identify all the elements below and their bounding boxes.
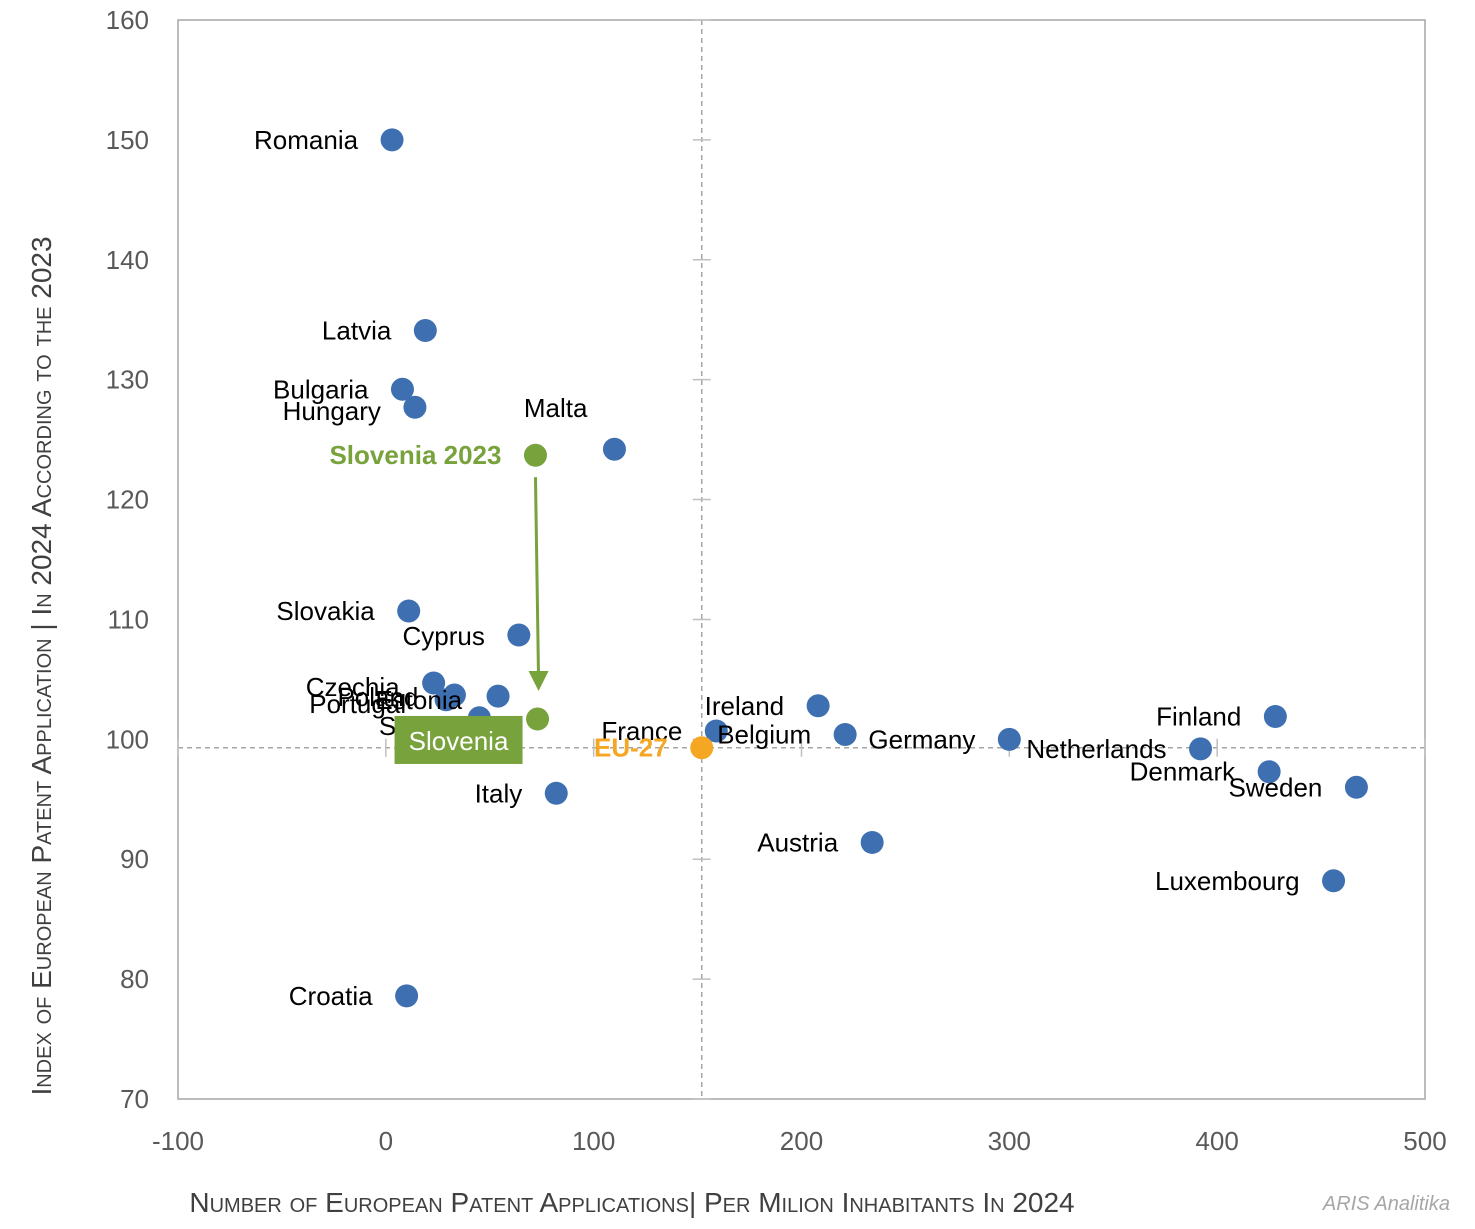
label-slovakia: Slovakia: [276, 596, 375, 626]
point-croatia: [395, 984, 419, 1008]
label-malta: Malta: [524, 393, 588, 423]
point-bulgaria: [390, 377, 414, 401]
label-romania: Romania: [254, 125, 359, 155]
y-axis-title: Index of European Patent Application | I…: [26, 236, 57, 1095]
y-tick-label: 110: [108, 604, 149, 634]
label-luxembourg: Luxembourg: [1155, 866, 1300, 896]
label-italy: Italy: [475, 778, 523, 808]
label-estonia: Estonia: [375, 685, 462, 715]
label-cyprus: Cyprus: [402, 621, 484, 651]
x-tick-label: 200: [780, 1126, 823, 1156]
point-hungary: [403, 395, 427, 419]
label-portugal: Portugal: [309, 689, 406, 719]
point-eu-27: [690, 736, 714, 760]
change-arrow: [528, 477, 549, 691]
point-luxembourg: [1322, 869, 1346, 893]
point-belgium: [833, 723, 857, 747]
point-slovenia-2023: [523, 443, 547, 467]
label-bulgaria: Bulgaria: [273, 374, 369, 404]
y-tick-label: 90: [120, 844, 149, 874]
x-tick-label: -100: [152, 1126, 204, 1156]
point-portugal: [434, 688, 458, 712]
x-tick-label: 500: [1403, 1126, 1446, 1156]
label-belgium: Belgium: [717, 720, 811, 750]
credit-text: ARIS Analitika: [1322, 1193, 1450, 1215]
y-tick-label: 80: [120, 964, 149, 994]
label-netherlands: Netherlands: [1026, 734, 1166, 764]
y-tick-label: 150: [106, 125, 149, 155]
point-germany: [997, 727, 1021, 751]
y-axis-ticks: 70 80 90 100 110 120 130 140 150 160: [106, 5, 149, 1114]
point-ireland: [806, 694, 830, 718]
label-poland: Poland: [337, 682, 418, 712]
label-hungary: Hungary: [283, 396, 381, 426]
point-italy: [544, 781, 568, 805]
y-tick-label: 140: [106, 245, 149, 275]
point-sweden: [1344, 775, 1368, 799]
point-estonia: [486, 684, 510, 708]
point-malta: [602, 437, 626, 461]
label-slovenia-2023: Slovenia 2023: [329, 440, 501, 470]
point-slovenia: [526, 707, 550, 731]
x-tick-label: 100: [572, 1126, 615, 1156]
label-france: France: [601, 716, 682, 746]
label-denmark: Denmark: [1130, 757, 1236, 787]
label-czechia: Czechia: [306, 672, 400, 702]
label-slovenia: Slovenia: [409, 726, 509, 756]
point-finland: [1263, 705, 1287, 729]
x-tick-label: 0: [379, 1126, 393, 1156]
y-tick-label: 70: [120, 1084, 149, 1114]
y-tick-label: 130: [106, 365, 149, 395]
point-romania: [380, 128, 404, 152]
x-axis-ticks: -100 0 100 200 300 400 500: [152, 1126, 1447, 1156]
label-sweden: Sweden: [1228, 772, 1322, 802]
point-france: [704, 719, 728, 743]
label-ireland: Ireland: [705, 691, 785, 721]
plot-area-border: [177, 19, 1426, 1100]
point-cyprus: [507, 623, 531, 647]
y-tick-label: 120: [106, 485, 149, 515]
label-croatia: Croatia: [289, 981, 373, 1011]
slovenia-label-box: [394, 715, 523, 764]
reference-lines: [177, 19, 1426, 1100]
x-tick-label: 300: [988, 1126, 1031, 1156]
point-latvia: [413, 319, 437, 343]
label-latvia: Latvia: [322, 316, 392, 346]
label-germany: Germany: [868, 724, 975, 754]
point-denmark: [1257, 760, 1281, 784]
x-axis-title: Number of European Patent Applications| …: [189, 1187, 1074, 1218]
point-czechia: [422, 671, 446, 695]
y-tick-label: 100: [106, 724, 149, 754]
label-finland: Finland: [1156, 702, 1241, 732]
y-tick-label: 160: [106, 5, 149, 35]
point-austria: [860, 830, 884, 854]
point-netherlands: [1189, 737, 1213, 761]
point-slovakia: [397, 599, 421, 623]
label-austria: Austria: [757, 827, 838, 857]
x-tick-label: 400: [1195, 1126, 1238, 1156]
arrow-shaft: [533, 477, 541, 679]
label-eu-27: EU-27: [594, 733, 668, 763]
arrow-head: [528, 670, 549, 691]
